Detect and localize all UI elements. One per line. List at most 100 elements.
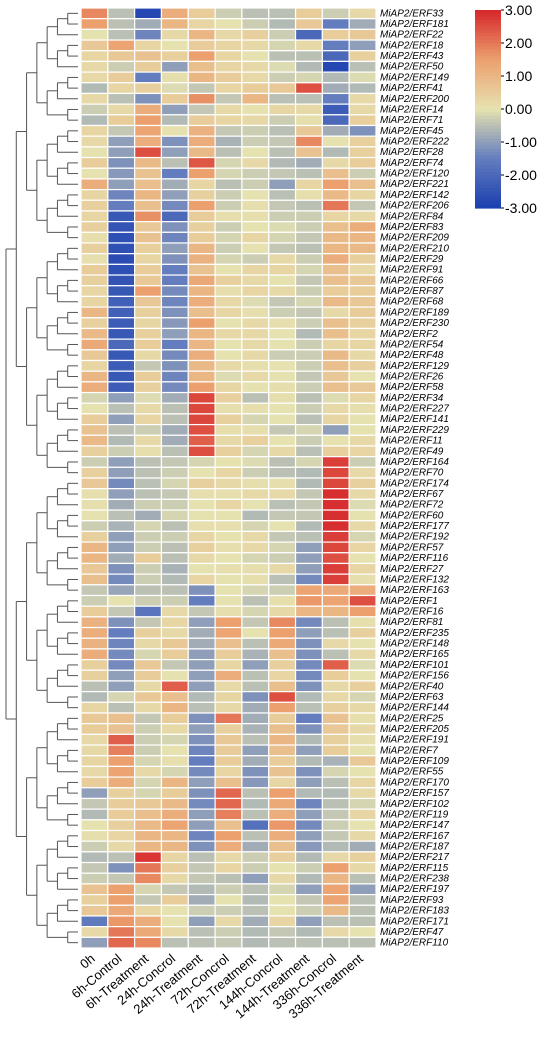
heatmap-cell — [214, 626, 243, 639]
heatmap-cell — [241, 295, 270, 308]
heatmap-cell — [241, 840, 270, 853]
heatmap-cell — [268, 92, 297, 105]
heatmap-cell — [294, 658, 323, 671]
row-label: MiAP2/ERF197 — [380, 884, 449, 895]
heatmap-cell — [268, 883, 297, 896]
heatmap-cell — [80, 808, 109, 821]
heatmap-cell — [214, 477, 243, 490]
heatmap-cell — [294, 926, 323, 938]
heatmap-cell — [348, 669, 377, 682]
heatmap-cell — [134, 135, 163, 148]
heatmap-cell — [294, 456, 323, 468]
heatmap-cell — [187, 327, 216, 340]
heatmap-cell — [214, 82, 243, 95]
row-label: MiAP2/ERF29 — [380, 254, 444, 265]
heatmap-cell — [241, 755, 270, 768]
heatmap-cell — [160, 584, 189, 597]
heatmap-cell — [321, 520, 350, 533]
heatmap-cell — [321, 883, 350, 896]
heatmap-cell — [80, 135, 109, 148]
colorbar-segment — [475, 191, 501, 196]
heatmap-cell — [134, 39, 163, 52]
heatmap-cell — [214, 263, 243, 276]
heatmap-cell — [107, 242, 136, 255]
heatmap-cell — [80, 926, 109, 938]
heatmap-cell — [294, 541, 323, 554]
heatmap-cell — [294, 124, 323, 137]
colorbar: 3.00 2.00 1.00 0.00 -1.00 -2.00 -3.00 — [475, 2, 537, 216]
heatmap-cell — [268, 797, 297, 810]
heatmap-cell — [160, 680, 189, 693]
heatmap-cell — [107, 926, 136, 938]
heatmap-cell — [107, 893, 136, 906]
row-label: MiAP2/ERF101 — [380, 660, 449, 671]
heatmap-cell — [214, 658, 243, 671]
row-label: MiAP2/ERF222 — [380, 137, 449, 148]
row-label: MiAP2/ERF34 — [380, 393, 444, 404]
heatmap-cell — [134, 648, 163, 661]
heatmap-cell — [268, 413, 297, 426]
heatmap-cell — [107, 199, 136, 212]
heatmap-cell — [294, 808, 323, 821]
colorbar-segment — [475, 92, 501, 97]
heatmap-cell — [187, 253, 216, 265]
row-dendrogram — [5, 12, 78, 944]
heatmap-cell — [214, 146, 243, 159]
heatmap-cell — [268, 434, 297, 447]
heatmap-cell — [80, 744, 109, 757]
heatmap-cell — [268, 701, 297, 714]
heatmap-cell — [107, 71, 136, 84]
heatmap-cell — [80, 840, 109, 853]
heatmap-cell — [348, 60, 377, 73]
heatmap-cell — [294, 402, 323, 415]
heatmap-cell — [134, 477, 163, 490]
heatmap-cell — [134, 851, 163, 864]
heatmap-cell — [187, 744, 216, 757]
heatmap-cell — [80, 146, 109, 159]
heatmap-cell — [268, 349, 297, 362]
heatmap-cell — [321, 135, 350, 148]
heatmap-cell — [187, 616, 216, 629]
heatmap-cell — [187, 434, 216, 447]
heatmap-cell — [187, 274, 216, 287]
heatmap-cell — [160, 733, 189, 746]
heatmap-cell — [241, 626, 270, 639]
heatmap-cell — [214, 936, 243, 949]
heatmap-cell — [241, 370, 270, 383]
heatmap-cell — [214, 776, 243, 789]
heatmap-cell — [80, 765, 109, 778]
heatmap-cell — [187, 883, 216, 896]
heatmap-cell — [160, 658, 189, 671]
heatmap-cell — [241, 167, 270, 180]
heatmap-cell — [268, 253, 297, 265]
heatmap-cell — [80, 253, 109, 265]
heatmap-cell — [294, 327, 323, 340]
heatmap-cell — [294, 520, 323, 533]
heatmap-cell — [107, 370, 136, 383]
heatmap-cell — [160, 124, 189, 137]
heatmap-cell — [241, 231, 270, 244]
heatmap-cell — [348, 744, 377, 757]
heatmap-cell — [268, 840, 297, 853]
row-label: MiAP2/ERF84 — [380, 211, 444, 222]
row-labels: MiAP2/ERF33MiAP2/ERF181MiAP2/ERF22MiAP2/… — [380, 8, 449, 948]
heatmap-cell — [348, 349, 377, 362]
heatmap-cell — [80, 434, 109, 447]
heatmap-cell — [160, 787, 189, 800]
colorbar-segment — [475, 178, 501, 183]
heatmap-cell — [187, 466, 216, 479]
heatmap-cell — [187, 669, 216, 682]
heatmap-cell — [160, 755, 189, 768]
heatmap-cell — [107, 477, 136, 490]
row-label: MiAP2/ERF174 — [380, 478, 449, 489]
heatmap-cell — [160, 82, 189, 95]
heatmap-cell — [80, 915, 109, 928]
heatmap-cell — [268, 370, 297, 383]
heatmap-cell — [321, 231, 350, 244]
heatmap-cell — [134, 936, 163, 949]
heatmap-cell — [134, 584, 163, 597]
heatmap-cell — [214, 819, 243, 832]
heatmap-cell — [321, 584, 350, 597]
heatmap-cell — [214, 829, 243, 842]
colorbar-segment — [475, 194, 501, 199]
